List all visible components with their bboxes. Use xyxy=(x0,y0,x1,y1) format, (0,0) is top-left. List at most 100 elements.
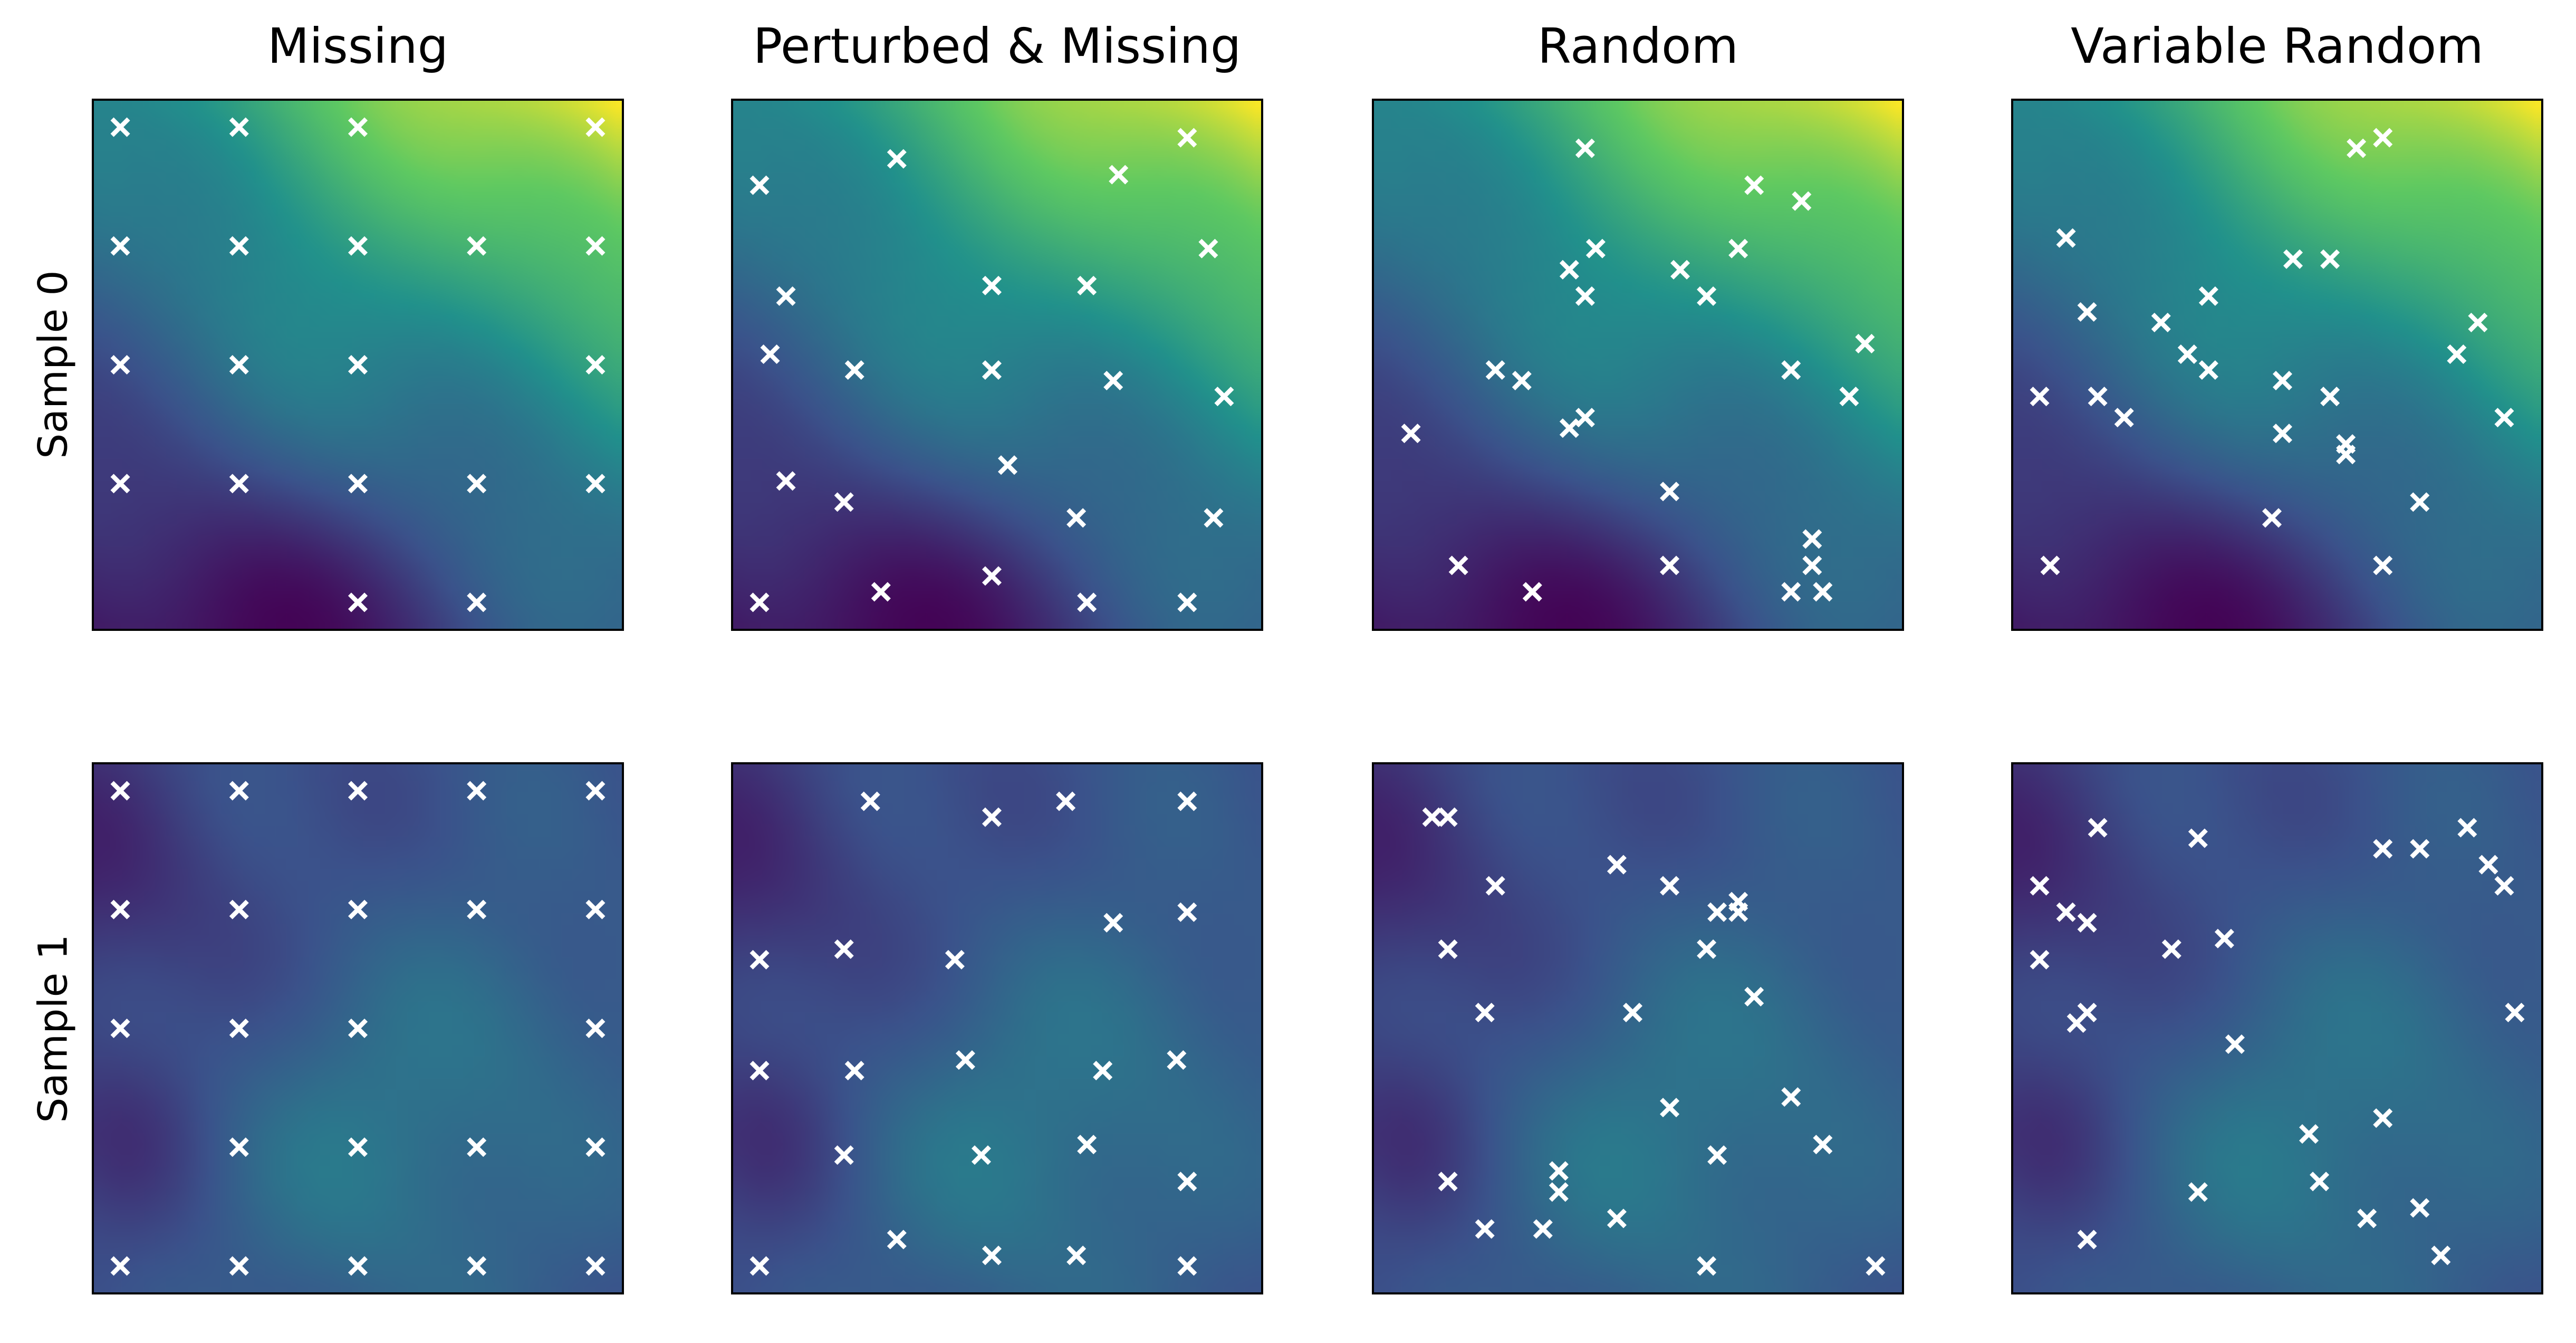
data-point-marker xyxy=(2457,818,2477,838)
panel-variable-random-sample-0 xyxy=(2011,99,2543,631)
data-point-marker xyxy=(1855,333,1875,353)
data-point-marker xyxy=(1697,1256,1717,1276)
data-point-marker xyxy=(1109,165,1129,185)
panel-random-sample-0 xyxy=(1372,99,1904,631)
data-point-marker xyxy=(2161,939,2181,959)
scatter-layer xyxy=(749,791,1197,1276)
data-point-marker xyxy=(2077,913,2097,933)
data-point-marker xyxy=(2505,1002,2525,1022)
data-point-marker xyxy=(982,1245,1002,1265)
data-point-marker xyxy=(955,1050,975,1070)
data-point-marker xyxy=(585,899,605,919)
data-point-marker xyxy=(110,1256,130,1276)
data-point-marker xyxy=(834,939,854,959)
data-point-marker xyxy=(1697,939,1717,959)
data-point-marker xyxy=(2310,1172,2330,1192)
data-point-marker xyxy=(1622,1002,1643,1022)
data-point-marker xyxy=(2299,1124,2319,1144)
data-point-marker xyxy=(1866,1256,1886,1276)
data-point-marker xyxy=(229,1018,249,1039)
data-point-marker xyxy=(1198,238,1218,258)
data-point-marker xyxy=(1167,1050,1187,1070)
panel-missing-sample-1 xyxy=(92,762,624,1294)
data-point-marker xyxy=(2494,408,2514,428)
data-point-marker xyxy=(585,354,605,375)
scatter-layer xyxy=(110,781,605,1276)
data-point-marker xyxy=(1585,238,1606,258)
heatmap xyxy=(1374,764,1902,1292)
data-point-marker xyxy=(1559,260,1579,280)
data-point-marker xyxy=(982,566,1002,586)
data-point-marker xyxy=(110,474,130,494)
data-point-marker xyxy=(871,582,891,602)
data-point-marker xyxy=(585,236,605,256)
data-point-marker xyxy=(2410,1198,2430,1218)
data-point-marker xyxy=(2177,344,2197,364)
data-point-marker xyxy=(2214,928,2234,948)
data-point-marker xyxy=(467,236,487,256)
data-point-marker xyxy=(348,1018,368,1039)
data-point-marker xyxy=(1533,1219,1553,1239)
data-point-marker xyxy=(1660,555,1680,575)
panel-perturbed-missing-sample-1 xyxy=(731,762,1263,1294)
data-point-marker xyxy=(1781,1087,1801,1107)
data-point-marker xyxy=(2320,249,2340,269)
data-point-marker xyxy=(749,949,770,970)
panel-random-sample-1 xyxy=(1372,762,1904,1294)
data-point-marker xyxy=(1438,807,1458,827)
data-point-marker xyxy=(467,1256,487,1276)
data-point-marker xyxy=(1448,555,1468,575)
data-point-marker xyxy=(1575,408,1595,428)
data-point-marker xyxy=(467,899,487,919)
data-point-marker xyxy=(2347,138,2367,158)
data-point-marker xyxy=(1813,582,1833,602)
scatter-layer xyxy=(2030,128,2514,575)
data-point-marker xyxy=(2272,371,2293,391)
data-point-marker xyxy=(1802,529,1822,549)
data-point-marker xyxy=(2198,286,2218,306)
data-point-marker xyxy=(982,275,1002,295)
data-point-marker xyxy=(2225,1034,2245,1054)
heatmap xyxy=(2013,101,2541,629)
data-point-marker xyxy=(1660,876,1680,896)
data-point-marker xyxy=(2066,1013,2087,1033)
data-point-marker xyxy=(467,474,487,494)
data-point-marker xyxy=(2373,555,2393,575)
data-point-marker xyxy=(1728,238,1748,258)
data-point-marker xyxy=(1475,1219,1495,1239)
data-point-marker xyxy=(776,471,796,491)
data-point-marker xyxy=(2077,302,2097,322)
data-point-marker xyxy=(1522,582,1542,602)
data-point-marker xyxy=(2030,387,2050,407)
data-point-marker xyxy=(1792,191,1812,211)
data-point-marker xyxy=(348,899,368,919)
data-point-marker xyxy=(834,1145,854,1165)
data-point-marker xyxy=(1422,807,1442,827)
data-point-marker xyxy=(2283,249,2303,269)
data-point-marker xyxy=(844,360,864,380)
data-point-marker xyxy=(2447,344,2467,364)
data-point-marker xyxy=(1781,582,1801,602)
data-point-marker xyxy=(776,286,796,306)
data-point-marker xyxy=(834,492,854,512)
data-point-marker xyxy=(1077,592,1097,612)
scatter-layer xyxy=(110,117,605,612)
data-point-marker xyxy=(1177,1256,1197,1276)
data-point-marker xyxy=(1549,1182,1569,1202)
data-point-marker xyxy=(585,1018,605,1039)
data-point-marker xyxy=(1177,791,1197,811)
data-point-marker xyxy=(1093,1061,1113,1081)
data-point-marker xyxy=(348,354,368,375)
data-point-marker xyxy=(1485,876,1505,896)
data-point-marker xyxy=(1575,138,1595,158)
data-point-marker xyxy=(2373,1108,2393,1128)
data-point-marker xyxy=(1177,592,1197,612)
data-point-marker xyxy=(467,592,487,612)
data-point-marker xyxy=(2373,128,2393,148)
data-point-marker xyxy=(2040,555,2060,575)
data-point-marker xyxy=(1781,360,1801,380)
data-point-marker xyxy=(348,781,368,801)
data-point-marker xyxy=(110,354,130,375)
data-point-marker xyxy=(1177,1172,1197,1192)
heatmap xyxy=(733,764,1261,1292)
